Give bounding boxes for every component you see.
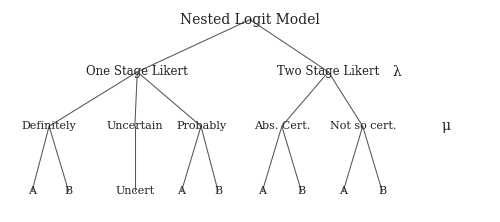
- Text: Not so cert.: Not so cert.: [330, 121, 396, 131]
- Text: A: A: [178, 186, 186, 196]
- Text: B: B: [378, 186, 386, 196]
- Text: Uncert: Uncert: [116, 186, 154, 196]
- Text: A: A: [258, 186, 266, 196]
- Text: B: B: [298, 186, 306, 196]
- Text: B: B: [64, 186, 73, 196]
- Text: A: A: [339, 186, 347, 196]
- Text: Abs. Cert.: Abs. Cert.: [254, 121, 310, 131]
- Text: Two Stage Likert: Two Stage Likert: [278, 65, 380, 78]
- Text: Definitely: Definitely: [22, 121, 76, 131]
- Text: B: B: [214, 186, 222, 196]
- Text: μ: μ: [442, 119, 450, 133]
- Text: A: A: [28, 186, 36, 196]
- Text: Nested Logit Model: Nested Logit Model: [180, 13, 320, 27]
- Text: Probably: Probably: [176, 121, 226, 131]
- Text: Uncertain: Uncertain: [106, 121, 163, 131]
- Text: λ: λ: [392, 65, 402, 79]
- Text: One Stage Likert: One Stage Likert: [86, 65, 188, 78]
